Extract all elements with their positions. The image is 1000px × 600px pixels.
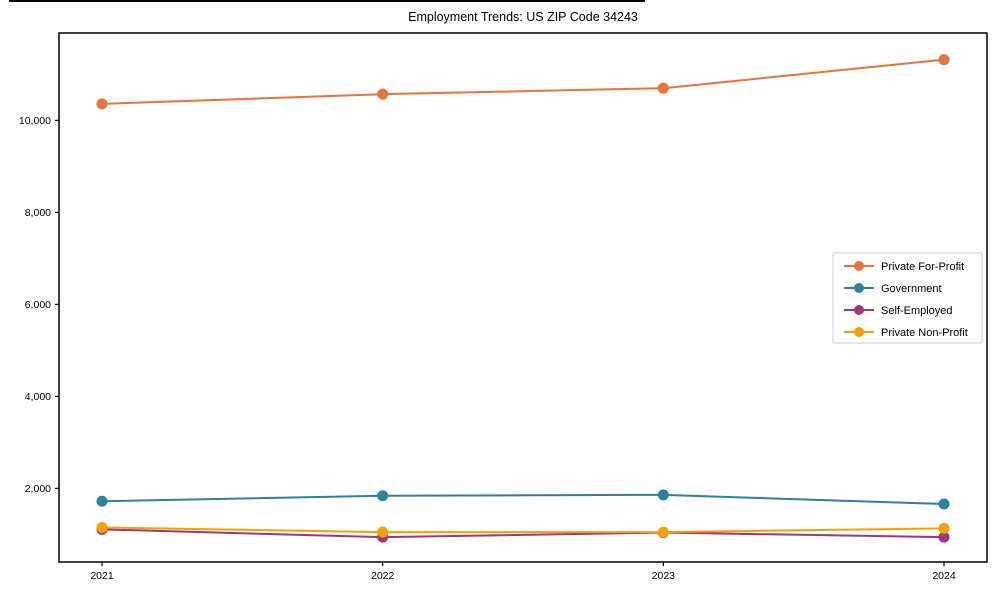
y-tick-label: 6,000 <box>25 299 51 311</box>
legend-label-government: Government <box>881 283 942 295</box>
legend-label-private-non-profit: Private Non-Profit <box>881 327 968 339</box>
plot-frame <box>58 32 988 563</box>
top-border-artifact <box>9 0 645 2</box>
point-self-employed-2024 <box>938 531 950 543</box>
y-tick-label: 2,000 <box>25 483 51 495</box>
point-private-non-profit-2023 <box>657 526 669 538</box>
line-government <box>101 493 945 506</box>
point-private-non-profit-2024 <box>938 522 950 534</box>
point-private-for-profit-2024 <box>938 54 950 66</box>
chart-title: Employment Trends: US ZIP Code 34243 <box>408 10 638 24</box>
line-private-for-profit <box>101 58 945 105</box>
legend-label-self-employed: Self-Employed <box>881 305 953 317</box>
point-private-for-profit-2022 <box>377 88 389 100</box>
y-tick-label: 8,000 <box>25 207 51 219</box>
legend-box <box>832 252 983 344</box>
x-tick-label: 2021 <box>90 570 114 582</box>
point-private-for-profit-2021 <box>96 98 108 110</box>
line-self-employed <box>101 528 945 539</box>
line-private-non-profit <box>101 526 945 534</box>
point-government-2023 <box>657 489 669 501</box>
point-private-non-profit-2022 <box>377 526 389 538</box>
legend-marker-self-employed <box>854 305 864 315</box>
y-tick-label: 10,000 <box>19 115 51 127</box>
legend-marker-private-for-profit <box>854 261 864 271</box>
point-government-2024 <box>938 498 950 510</box>
legend-marker-private-non-profit <box>854 327 864 337</box>
point-government-2021 <box>96 495 108 507</box>
x-tick-label: 2022 <box>371 570 395 582</box>
legend-label-private-for-profit: Private For-Profit <box>881 261 964 273</box>
point-private-non-profit-2021 <box>96 522 108 533</box>
x-tick-label: 2024 <box>932 570 956 582</box>
y-tick-label: 4,000 <box>25 391 51 403</box>
point-government-2022 <box>377 490 389 502</box>
legend-marker-government <box>854 283 864 293</box>
point-private-for-profit-2023 <box>657 82 669 94</box>
x-tick-label: 2023 <box>652 570 676 582</box>
